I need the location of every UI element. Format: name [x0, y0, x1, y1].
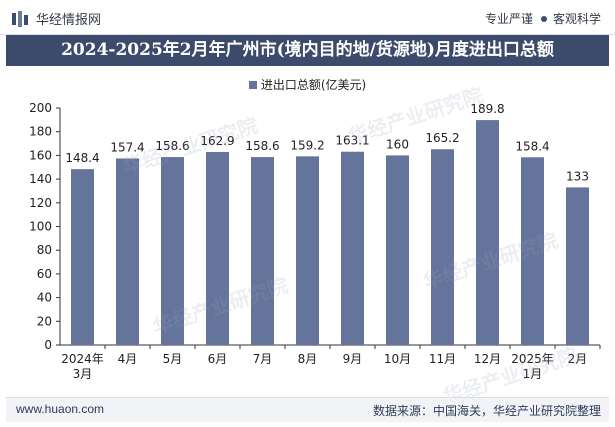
- bar: [476, 120, 499, 345]
- bar: [386, 155, 409, 345]
- bar: [521, 157, 544, 345]
- data-label: 158.6: [155, 139, 189, 153]
- bar: [71, 169, 94, 345]
- data-label: 162.9: [200, 134, 234, 148]
- legend-label: 进出口总额(亿美元): [260, 78, 367, 92]
- top-bar: 华经情报网 专业严谨 客观科学: [0, 0, 615, 35]
- x-tick-label: 4月: [118, 352, 138, 366]
- data-label: 159.2: [290, 138, 324, 152]
- y-tick-label: 160: [29, 148, 52, 162]
- x-tick-label: 2月: [568, 352, 588, 366]
- bar: [251, 157, 274, 345]
- chart-title: 2024-2025年2月年广州市(境内目的地/货源地)月度进出口总额: [6, 35, 609, 66]
- y-tick-label: 0: [44, 338, 52, 352]
- data-label: 158.4: [515, 139, 549, 153]
- x-tick-label: 12月: [474, 352, 501, 366]
- y-tick-label: 60: [37, 267, 52, 281]
- y-tick-label: 40: [37, 291, 52, 305]
- bar: [431, 149, 454, 345]
- legend-swatch: [248, 81, 257, 89]
- x-tick-label: 11月: [429, 352, 456, 366]
- bar: [116, 158, 139, 345]
- footer: www.huaon.com 数据来源：中国海关，华经产业研究院整理: [6, 397, 609, 422]
- bar: [566, 187, 589, 345]
- data-label: 148.4: [65, 151, 99, 165]
- bar: [161, 157, 184, 345]
- y-tick-label: 80: [37, 243, 52, 257]
- data-label: 157.4: [110, 140, 144, 154]
- website-link[interactable]: www.huaon.com: [16, 402, 105, 416]
- x-tick-label: 9月: [343, 352, 363, 366]
- data-label: 133: [566, 169, 589, 183]
- brand[interactable]: 华经情报网: [12, 9, 101, 28]
- y-tick-label: 200: [29, 101, 52, 115]
- bar: [341, 151, 364, 345]
- data-label: 160: [386, 137, 409, 151]
- slogan-right: 客观科学: [552, 12, 601, 26]
- y-tick-label: 20: [37, 314, 52, 328]
- data-label: 189.8: [470, 102, 504, 116]
- bar: [206, 151, 229, 345]
- y-tick-label: 100: [29, 220, 52, 234]
- brand-name: 华经情报网: [36, 13, 102, 28]
- data-label: 163.1: [335, 134, 369, 148]
- x-tick-label: 2024年: [61, 352, 104, 366]
- bar: [296, 156, 319, 345]
- x-tick-label: 7月: [253, 352, 273, 366]
- x-tick-label: 1月: [523, 367, 543, 381]
- y-tick-label: 120: [29, 196, 52, 210]
- data-label: 165.2: [425, 131, 459, 145]
- huajing-logo-icon: [12, 10, 28, 27]
- slogan: 专业严谨 客观科学: [485, 10, 601, 27]
- data-label: 158.6: [245, 139, 279, 153]
- data-source: 数据来源：中国海关，华经产业研究院整理: [372, 404, 601, 418]
- x-tick-label: 8月: [298, 352, 318, 366]
- y-tick-label: 140: [29, 172, 52, 186]
- bullet-dot-icon: [540, 15, 547, 22]
- x-tick-label: 6月: [208, 352, 228, 366]
- chart-legend: 进出口总额(亿美元): [0, 76, 615, 93]
- slogan-left: 专业严谨: [484, 12, 533, 26]
- y-tick-label: 180: [29, 125, 52, 139]
- x-tick-label: 3月: [73, 367, 93, 381]
- x-tick-label: 2025年: [511, 352, 554, 366]
- x-tick-label: 10月: [384, 352, 411, 366]
- x-tick-label: 5月: [163, 352, 183, 366]
